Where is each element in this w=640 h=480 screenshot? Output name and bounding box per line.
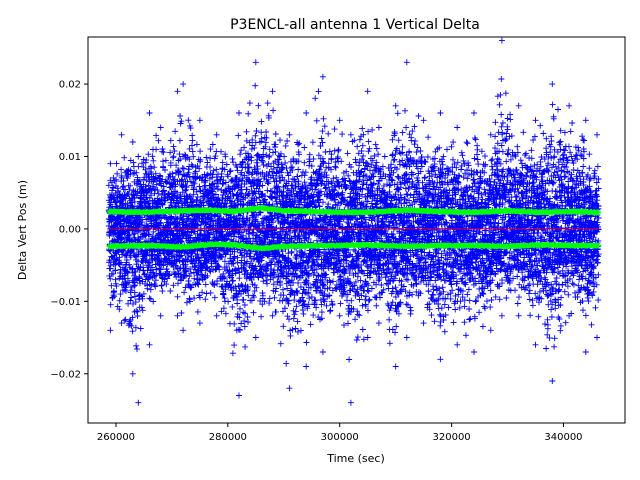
y-tick-label: 0.01 <box>59 152 81 163</box>
axes-frame <box>87 36 626 424</box>
y-tick-label: 0.02 <box>59 80 81 91</box>
x-tick-label: 320000 <box>433 432 471 443</box>
y-tick-label: −0.01 <box>50 297 81 308</box>
y-axis: −0.02 −0.01 0.00 0.01 0.02 <box>50 80 88 380</box>
y-tick-label: −0.02 <box>50 369 81 380</box>
green-upper-band <box>106 204 602 216</box>
chart-title: P3ENCL-all antenna 1 Vertical Delta <box>230 17 480 33</box>
y-axis-label: Delta Vert Pos (m) <box>16 180 29 280</box>
x-tick-label: 280000 <box>209 432 247 443</box>
x-axis: 260000 280000 300000 320000 340000 <box>97 423 583 443</box>
y-tick-label: 0.00 <box>59 224 81 235</box>
x-tick-label: 260000 <box>97 432 135 443</box>
green-lower-band <box>106 241 602 252</box>
x-tick-label: 340000 <box>544 432 582 443</box>
green-series <box>106 204 602 252</box>
x-tick-label: 300000 <box>321 432 359 443</box>
plot-area <box>105 37 602 406</box>
x-axis-label: Time (sec) <box>326 452 385 465</box>
